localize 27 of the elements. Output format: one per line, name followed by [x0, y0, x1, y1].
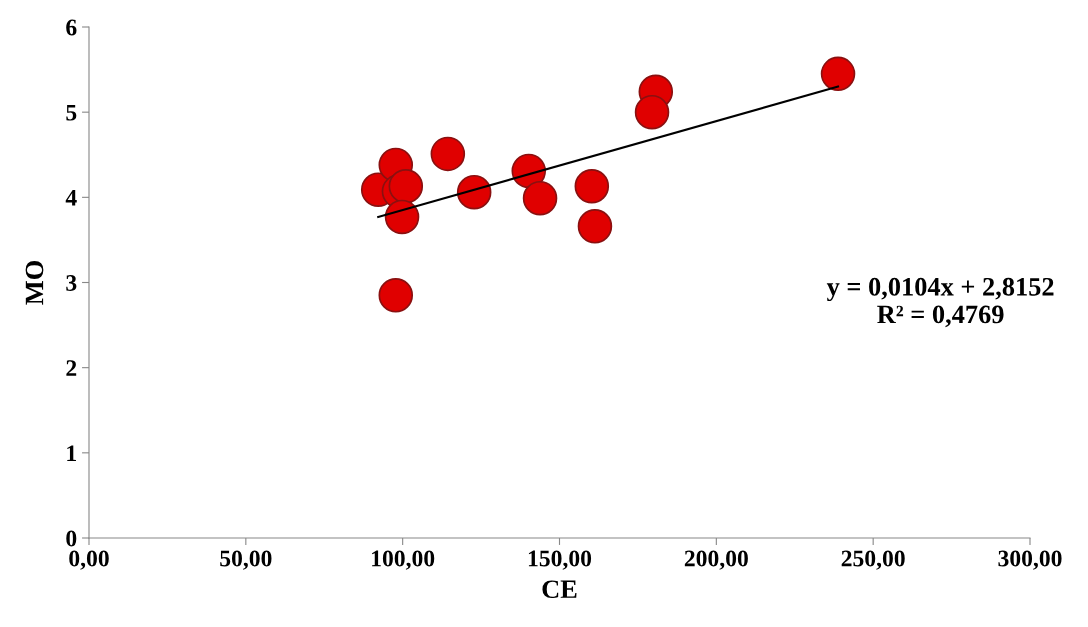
y-tick-label: 0 [66, 530, 77, 547]
x-tick-label: 150,00 [528, 550, 592, 570]
point [634, 94, 670, 130]
point [388, 168, 424, 204]
y-tick-label: 2 [66, 360, 77, 376]
point [430, 136, 466, 172]
point [522, 180, 558, 216]
x-tick-label: 200,00 [684, 550, 748, 570]
y-tick-label: 4 [65, 189, 77, 206]
y-axis-title: MO [25, 261, 44, 305]
annotation: y = 0,0104x + 2,8152 R² = 0,4769 [826, 277, 1054, 328]
x-axis-title: CE [542, 580, 577, 599]
x-tick-label: 0,00 [69, 550, 109, 570]
point [456, 174, 492, 210]
y-tick-label: 5 [66, 104, 77, 121]
point [577, 209, 613, 244]
x-tick-label: 250,00 [841, 550, 905, 570]
point [378, 278, 414, 313]
x-tick-label: 100,00 [372, 550, 435, 570]
x-tick-label: 50,00 [220, 550, 272, 570]
x-tick-label: 300,00 [998, 550, 1062, 570]
y-tick-label: 3 [66, 275, 77, 291]
point [820, 56, 856, 92]
point [384, 199, 420, 235]
y-tick-label: 6 [66, 19, 77, 36]
y-tick-label: 1 [67, 445, 76, 462]
point [574, 168, 610, 204]
